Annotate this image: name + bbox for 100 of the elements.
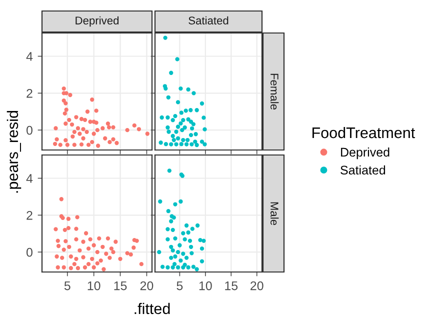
point bbox=[92, 132, 96, 136]
point bbox=[81, 240, 86, 244]
point bbox=[173, 114, 178, 118]
point bbox=[90, 256, 94, 261]
point bbox=[166, 95, 170, 100]
point bbox=[58, 142, 62, 147]
point bbox=[72, 130, 76, 134]
point bbox=[52, 142, 58, 146]
point bbox=[118, 256, 122, 261]
point bbox=[90, 98, 94, 102]
point bbox=[95, 261, 100, 266]
point bbox=[176, 124, 180, 129]
point bbox=[164, 142, 168, 146]
point bbox=[70, 122, 74, 127]
point bbox=[176, 136, 180, 140]
point bbox=[184, 223, 189, 228]
point bbox=[125, 128, 130, 132]
point bbox=[62, 98, 66, 103]
y-tick-label: 4 bbox=[26, 52, 33, 61]
point bbox=[68, 266, 74, 270]
point bbox=[132, 123, 136, 128]
point bbox=[85, 110, 90, 114]
point bbox=[109, 246, 114, 251]
point bbox=[66, 226, 71, 230]
point bbox=[173, 254, 178, 259]
point bbox=[86, 142, 91, 147]
point bbox=[194, 142, 199, 148]
point bbox=[176, 265, 180, 270]
point bbox=[54, 227, 58, 232]
point bbox=[54, 137, 59, 142]
point bbox=[62, 86, 66, 91]
y-axis-title: .pears_resid bbox=[6, 110, 22, 193]
y-tick-label: 2 bbox=[26, 210, 32, 220]
point bbox=[106, 122, 110, 126]
point bbox=[186, 265, 190, 270]
point bbox=[176, 250, 180, 254]
point bbox=[188, 238, 192, 243]
point bbox=[202, 142, 207, 146]
point bbox=[64, 122, 68, 126]
point bbox=[170, 134, 175, 138]
point bbox=[56, 244, 61, 248]
point bbox=[65, 142, 70, 147]
point bbox=[92, 243, 96, 248]
point bbox=[190, 126, 194, 130]
text: Female bbox=[270, 74, 279, 110]
point bbox=[164, 86, 168, 91]
point bbox=[166, 130, 171, 134]
point bbox=[62, 228, 67, 232]
point bbox=[56, 238, 60, 243]
point bbox=[76, 126, 80, 130]
point bbox=[103, 136, 108, 140]
point bbox=[59, 197, 64, 202]
point bbox=[128, 252, 133, 257]
point bbox=[166, 227, 170, 232]
point bbox=[54, 126, 58, 130]
point bbox=[54, 254, 59, 259]
point bbox=[100, 126, 105, 130]
point bbox=[108, 140, 112, 144]
point bbox=[178, 121, 183, 126]
chart-title: Satiated bbox=[188, 16, 228, 24]
point bbox=[179, 110, 184, 115]
point bbox=[158, 199, 162, 204]
point bbox=[81, 127, 86, 132]
point bbox=[86, 262, 91, 266]
point bbox=[74, 115, 78, 120]
point bbox=[125, 251, 130, 256]
point bbox=[172, 138, 176, 142]
point bbox=[86, 246, 91, 251]
chart-title: Deprived bbox=[76, 16, 119, 27]
point bbox=[111, 125, 116, 130]
point bbox=[78, 248, 82, 252]
point bbox=[188, 108, 193, 112]
point bbox=[81, 136, 86, 140]
point bbox=[202, 238, 206, 243]
point bbox=[200, 246, 204, 251]
point bbox=[60, 256, 64, 260]
point bbox=[158, 140, 163, 145]
point bbox=[182, 237, 187, 242]
point bbox=[192, 91, 196, 96]
point bbox=[178, 86, 183, 91]
point bbox=[64, 108, 68, 112]
y-tick-label: 4 bbox=[26, 174, 33, 183]
point bbox=[169, 70, 174, 75]
point bbox=[70, 134, 75, 139]
point bbox=[136, 127, 142, 132]
point bbox=[64, 101, 68, 106]
y-tick-label: 0 bbox=[26, 126, 32, 135]
point bbox=[108, 256, 112, 260]
point bbox=[114, 140, 119, 146]
point bbox=[188, 120, 194, 124]
text: Male bbox=[270, 202, 279, 226]
point bbox=[76, 266, 80, 270]
point bbox=[166, 265, 170, 270]
point bbox=[170, 265, 175, 270]
point bbox=[181, 252, 186, 256]
point bbox=[68, 254, 74, 259]
point bbox=[104, 252, 108, 256]
point bbox=[62, 111, 67, 116]
point bbox=[166, 125, 170, 130]
point bbox=[67, 244, 72, 249]
